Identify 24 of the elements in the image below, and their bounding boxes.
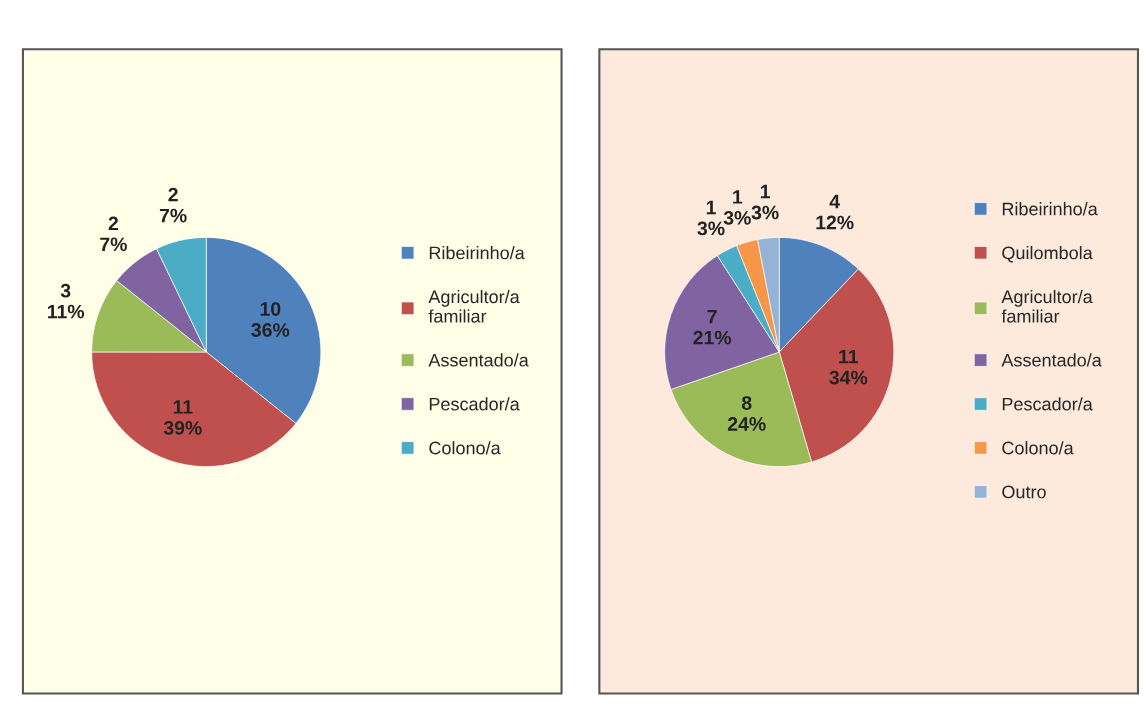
data-label: 2 7% [100,216,127,252]
data-label: 1 3% [697,200,725,236]
legend-label: Colono/a [429,441,501,455]
data-label: 10 36% [251,302,290,337]
legend-label: Assentado/a [428,353,529,367]
legend-label: Pescador/a [429,397,520,411]
legend-label: Pescador/a [1002,397,1093,411]
data-label: 7 21% [693,309,732,345]
data-label: 1 3% [751,184,779,220]
data-label: 8 24% [727,396,766,431]
legend-label: Colono/a [1002,441,1074,455]
legend-label: Agricultor/a familiar [1001,289,1093,323]
data-label: 4 12% [816,194,854,230]
data-label: 11 39% [163,400,202,435]
data-label: 2 7% [159,187,187,223]
legend-label: Assentado/a [1001,353,1102,367]
legend-label: Outro [1002,485,1046,499]
data-label: 3 11% [47,283,85,319]
data-label: 11 34% [829,349,868,385]
legend-label: Ribeirinho/a [429,246,525,260]
legend-label: Agricultor/a familiar [428,289,520,323]
data-label: 1 3% [723,190,751,225]
legend-label: Quilombola [1002,246,1093,263]
legend-label: Ribeirinho/a [1002,202,1098,216]
